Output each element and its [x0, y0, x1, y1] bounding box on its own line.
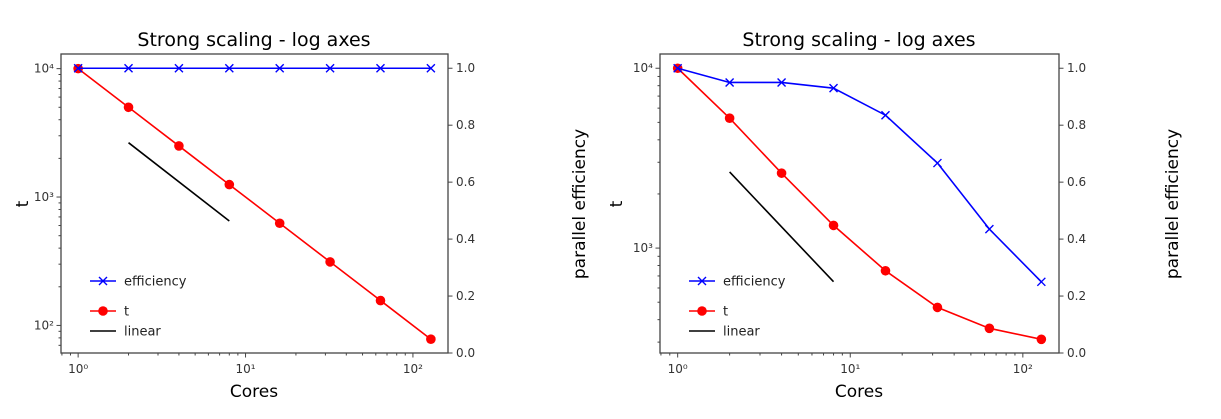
data-point-t [724, 113, 735, 123]
data-point-efficiency [375, 63, 385, 73]
chart-left: Strong scaling - log axes Cores t parall… [13, 29, 590, 402]
data-point-efficiency [673, 63, 683, 73]
y2-tick-label: 0.8 [1067, 118, 1086, 132]
data-point-t [776, 168, 787, 178]
series-line-efficiency [677, 67, 1042, 283]
plot-frame [60, 53, 449, 354]
series-line-linear [729, 171, 835, 283]
data-point-t [325, 257, 335, 267]
x-tick-label: 10¹ [235, 362, 255, 376]
data-point-t [224, 179, 235, 190]
x-tick-label: 10⁰ [68, 362, 88, 376]
legend-label-efficiency: efficiency [723, 275, 786, 290]
y2-tick-label: 0.0 [1067, 346, 1086, 360]
legend-marker-efficiency [98, 276, 108, 286]
y2-tick-label: 0.4 [456, 232, 475, 246]
data-point-t [984, 323, 995, 334]
x-tick-label: 10⁰ [668, 362, 688, 376]
legend-label-linear: linear [723, 325, 760, 340]
y2-tick-label: 0.2 [1067, 289, 1086, 303]
y-axis-label: t [607, 200, 627, 207]
y-tick-label: 10⁴ [633, 61, 653, 75]
chart-title: Strong scaling - log axes [742, 29, 975, 51]
plot-frame [659, 53, 1060, 354]
y-axis-label: t [13, 200, 33, 207]
y2-tick-label: 1.0 [456, 61, 475, 75]
y2-axis-label: parallel efficiency [570, 129, 590, 279]
chart-right: Strong scaling - log axes Cores t parall… [607, 29, 1183, 402]
data-point-t [174, 141, 184, 151]
x-axis-label: Cores [230, 382, 278, 402]
legend-marker-efficiency [697, 276, 707, 286]
legend-label-t: t [723, 305, 728, 320]
y2-axis-label: parallel efficiency [1163, 129, 1183, 279]
data-point-efficiency [426, 63, 436, 73]
y2-tick-label: 0.0 [456, 346, 475, 360]
y2-tick-label: 0.6 [1067, 175, 1086, 189]
y2-tick-label: 0.8 [456, 118, 475, 132]
data-point-t [1036, 334, 1047, 345]
data-point-t [880, 265, 891, 276]
data-point-efficiency [174, 63, 184, 73]
legend-label-efficiency: efficiency [124, 275, 187, 290]
x-axis-label: Cores [835, 382, 883, 402]
data-point-efficiency [1036, 277, 1046, 287]
x-tick-label: 10¹ [840, 362, 860, 376]
legend-marker-t [98, 306, 108, 316]
legend-label-linear: linear [124, 325, 161, 340]
series-line-linear [128, 142, 230, 222]
legend-label-t: t [124, 305, 129, 320]
data-point-efficiency [275, 63, 285, 73]
data-point-t [274, 218, 285, 229]
data-point-t [828, 220, 839, 231]
data-point-t [426, 334, 436, 345]
y-tick-label: 10⁴ [34, 62, 54, 76]
y2-tick-label: 0.2 [456, 289, 475, 303]
y2-tick-label: 0.4 [1067, 232, 1086, 246]
data-point-t [123, 102, 134, 113]
y-tick-label: 10² [34, 318, 54, 332]
data-point-efficiency [325, 63, 335, 73]
x-tick-label: 10² [1013, 362, 1033, 376]
y2-tick-label: 0.6 [456, 175, 475, 189]
series-line-t [77, 67, 432, 340]
data-point-efficiency [932, 158, 942, 168]
data-point-efficiency [124, 63, 134, 73]
data-point-efficiency [880, 110, 890, 120]
y-tick-label: 10³ [34, 190, 54, 204]
data-point-efficiency [73, 63, 83, 73]
data-point-efficiency [725, 77, 735, 87]
data-point-t [375, 295, 386, 306]
series-line-t [677, 67, 1042, 341]
data-point-efficiency [777, 77, 787, 87]
y-tick-label: 10³ [633, 241, 653, 255]
data-point-t [932, 302, 943, 313]
x-tick-label: 10² [403, 362, 423, 376]
legend-marker-t [697, 306, 707, 316]
chart-title: Strong scaling - log axes [137, 29, 370, 51]
data-point-efficiency [829, 83, 839, 93]
y2-tick-label: 1.0 [1067, 61, 1086, 75]
data-point-efficiency [984, 224, 994, 234]
data-point-efficiency [224, 63, 234, 73]
